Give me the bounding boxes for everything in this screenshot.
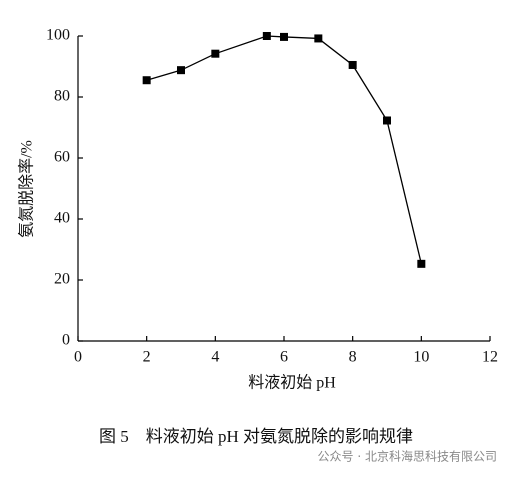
marker [142,76,151,85]
x-tick-label: 4 [211,349,219,366]
marker [280,32,288,41]
caption: 图 5 料液初始 pH 对氨氮脱除的影响规律 [99,427,413,446]
y-tick-label: 60 [54,149,70,166]
x-tick-label: 6 [280,349,288,366]
y-tick-label: 40 [54,210,70,227]
marker [383,116,391,125]
marker [314,34,323,43]
x-tick-label: 12 [482,349,498,366]
y-tick-label: 100 [46,27,70,44]
x-axis-label: 料液初始 pH [248,374,336,392]
x-tick-label: 2 [143,349,151,366]
marker [211,49,220,58]
marker [177,66,185,75]
marker [417,259,426,268]
line [146,35,422,264]
y-tick-label: 80 [54,88,70,105]
x-tick-label: 10 [413,349,429,366]
x-tick-label: 8 [349,349,357,366]
watermark: 公众号 · 北京科海思科技有限公司 [318,449,497,464]
marker [348,60,357,69]
marker [262,32,271,40]
y-tick-label: 20 [54,271,70,288]
x-tick-label: 0 [74,349,82,366]
y-axis-label: 氨氮脱除率/% [18,140,36,238]
y-tick-label: 0 [62,332,70,349]
